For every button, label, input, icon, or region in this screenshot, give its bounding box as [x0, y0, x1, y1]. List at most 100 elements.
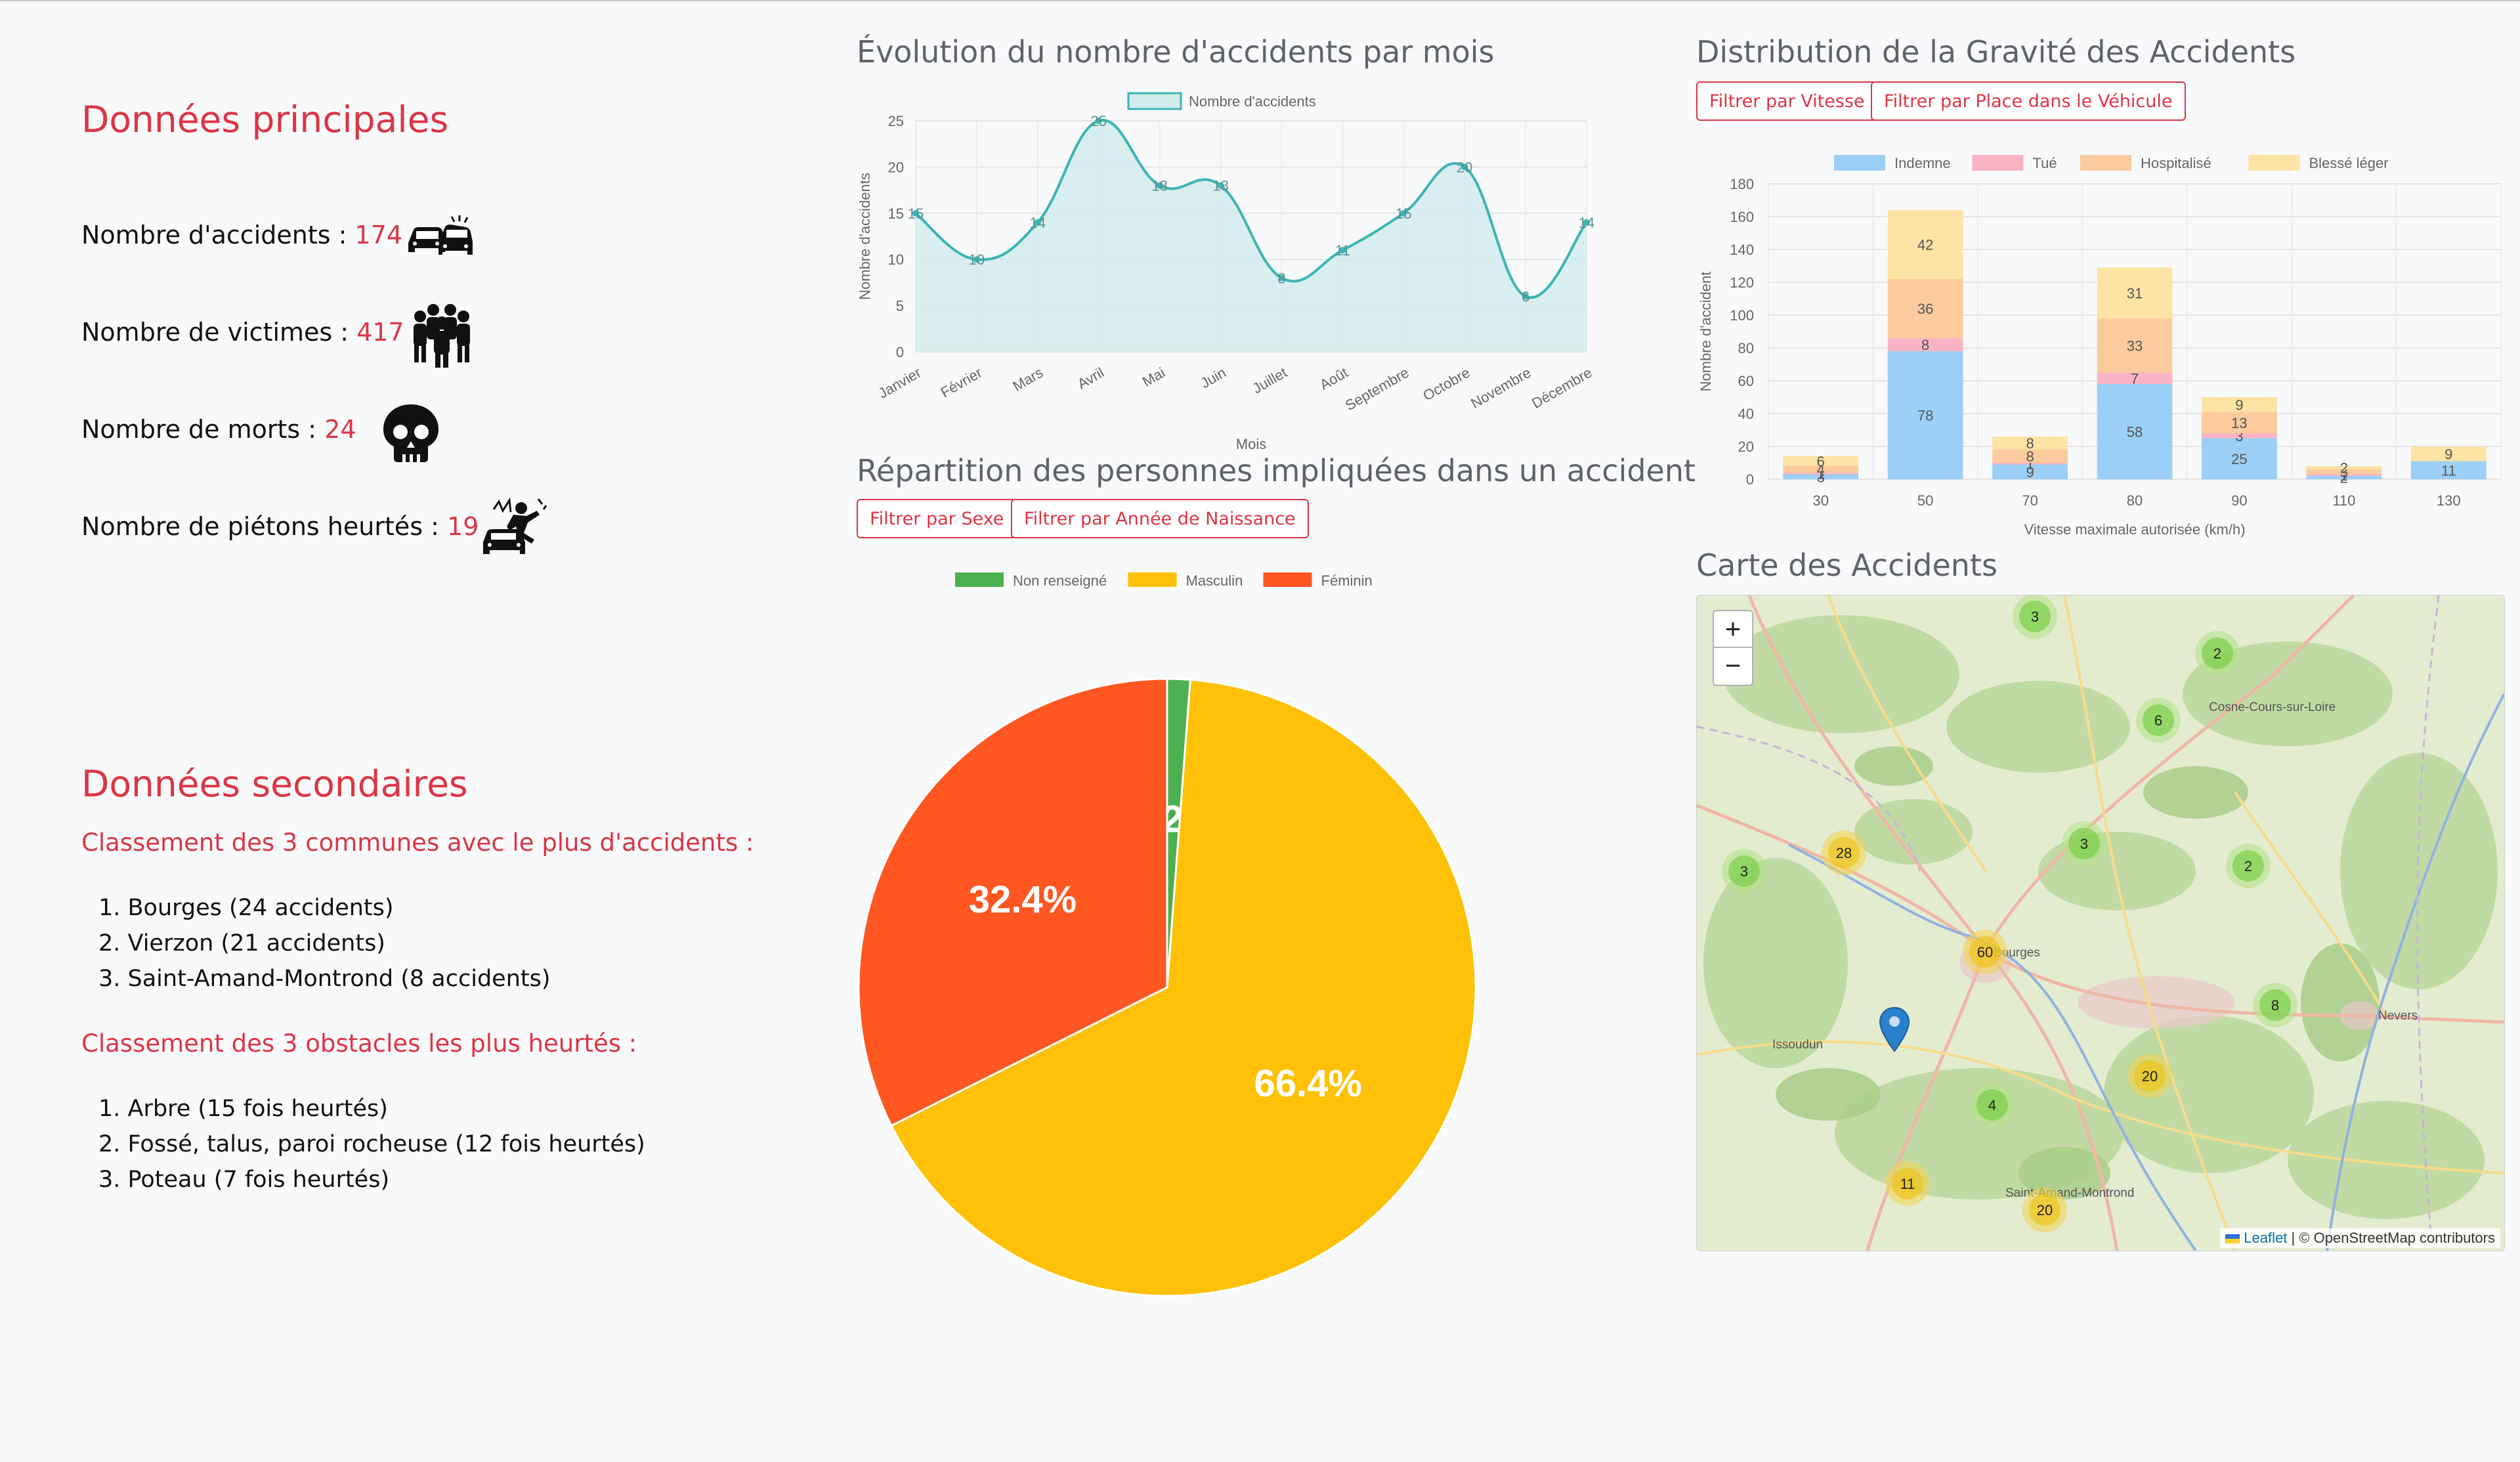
x-tick-label: 70: [2022, 492, 2038, 509]
y-tick-label: 0: [1746, 471, 1754, 488]
cluster-count: 2: [2244, 858, 2252, 874]
bar-segment: [2202, 438, 2277, 479]
data-point: [912, 209, 919, 217]
bar-value-label: 78: [1917, 408, 1933, 424]
pie-slice: [889, 678, 1477, 1297]
stat-label: Nombre de morts :: [81, 415, 325, 444]
bar-value-label: 8: [1921, 337, 1929, 353]
cluster-marker: [2232, 850, 2264, 882]
bar-value-label: 9: [2445, 446, 2452, 462]
bar-segment: [2097, 318, 2173, 373]
bar-value-label: 9: [2026, 464, 2034, 481]
accidents-map[interactable]: Cosne-Cours-sur-Loire Issoudun Nevers Sa…: [1696, 595, 2505, 1251]
bar-value-label: 8: [2026, 448, 2034, 465]
cluster-count: 20: [2142, 1068, 2158, 1085]
slice-label: 32.4%: [969, 878, 1077, 921]
stat-label: Nombre de victimes :: [81, 318, 357, 347]
bar-segment: [1992, 437, 2068, 450]
list-item: 3. Saint-Amand-Montrond (8 accidents): [98, 966, 551, 992]
x-tick-label: Avril: [1075, 364, 1107, 393]
list-item: 1. Arbre (15 fois heurtés): [98, 1096, 388, 1122]
cluster-marker: [2134, 1060, 2166, 1092]
x-tick-label: 110: [2332, 492, 2355, 509]
pie-chart-title: Répartition des personnes impliquées dan…: [857, 453, 1696, 488]
cluster-marker: [2019, 601, 2051, 632]
data-label: 15: [908, 205, 924, 222]
data-point: [1522, 293, 1529, 300]
bar-segment: [2202, 412, 2277, 433]
filter-birth-year-button[interactable]: Filtrer par Année de Naissance: [1011, 499, 1309, 538]
x-tick-label: 30: [1812, 492, 1828, 509]
list-item: 3. Poteau (7 fois heurtés): [98, 1167, 390, 1193]
cluster-count: 3: [2080, 836, 2088, 852]
map-title: Carte des Accidents: [1696, 548, 1997, 583]
y-axis-title: Nombre d'accident: [1698, 272, 1714, 392]
cluster-marker: [1828, 837, 1860, 869]
filter-speed-button[interactable]: Filtrer par Vitesse: [1696, 81, 1878, 121]
zoom-out-button[interactable]: −: [1713, 648, 1753, 686]
line-chart-title: Évolution du nombre d'accidents par mois: [857, 34, 1495, 70]
bar-segment: [1783, 474, 1859, 479]
pedestrian-hit-icon: [483, 497, 547, 554]
x-tick-label: Septembre: [1342, 364, 1412, 414]
bar-value-label: 6: [1817, 454, 1825, 470]
legend-swatch: [1127, 92, 1182, 110]
y-tick-label: 140: [1730, 242, 1754, 258]
bar-segment: [1783, 466, 1859, 473]
legend-swatch: [1128, 572, 1177, 587]
stat-deaths: Nombre de morts : 24: [81, 415, 356, 444]
legend-label: Indemne: [1894, 155, 1951, 171]
bar-value-label: 42: [1917, 237, 1933, 253]
stat-pedestrians: Nombre de piétons heurtés : 19: [81, 512, 479, 541]
stat-value: 417: [356, 318, 404, 347]
bar-segment: [2306, 476, 2382, 479]
zoom-in-button[interactable]: +: [1713, 610, 1753, 648]
bar-segment: [1992, 464, 2068, 479]
bar-segment: [1783, 473, 1859, 475]
leaflet-link[interactable]: Leaflet: [2244, 1230, 2288, 1246]
stat-value: 19: [447, 512, 479, 541]
cluster-count: 2: [2213, 645, 2221, 662]
cluster-count: 3: [2031, 609, 2039, 625]
data-label: 20: [1457, 159, 1472, 175]
data-label: 6: [1522, 289, 1529, 305]
map-attribution: Leaflet | © OpenStreetMap contributors: [2220, 1228, 2500, 1248]
data-label: 25: [1090, 113, 1106, 129]
data-point: [1400, 209, 1407, 217]
bar-segment: [2306, 474, 2382, 476]
x-axis-title: Vitesse maximale autorisée (km/h): [2024, 521, 2245, 538]
filter-sex-button[interactable]: Filtrer par Sexe: [857, 499, 1017, 538]
y-tick-label: 40: [1738, 406, 1754, 422]
obstacles-ranking-title: Classement des 3 obstacles les plus heur…: [81, 1029, 637, 1058]
map-place-label: Cosne-Cours-sur-Loire: [2209, 700, 2336, 714]
legend-swatch: [1834, 155, 1885, 171]
x-tick-label: Janvier: [876, 364, 924, 402]
cluster-count: 8: [2271, 997, 2279, 1014]
cluster-count: 6: [2154, 712, 2162, 729]
cluster-marker: [2259, 989, 2291, 1021]
bar-segment: [2410, 446, 2487, 462]
y-tick-label: 180: [1730, 176, 1754, 192]
filter-seat-button[interactable]: Filtrer par Place dans le Véhicule: [1871, 81, 2186, 121]
cluster-layer[interactable]: 3 2 6 3 2 28 3 60 8 20 4 11 20: [1697, 595, 2504, 1251]
bar-segment: [2097, 372, 2173, 384]
list-item: 2. Fossé, talus, paroi rocheuse (12 fois…: [98, 1131, 645, 1157]
skull-icon: [383, 404, 438, 462]
bar-segment: [2306, 466, 2382, 469]
data-label: 18: [1212, 178, 1228, 194]
cluster-marker: [1892, 1168, 1923, 1199]
map-tiles[interactable]: Cosne-Cours-sur-Loire Issoudun Nevers Sa…: [1697, 595, 2504, 1251]
bar-value-label: 58: [2127, 424, 2143, 441]
x-tick-label: Octobre: [1420, 364, 1472, 404]
map-marker-icon[interactable]: [1879, 1006, 1910, 1052]
data-point: [1034, 219, 1041, 226]
stat-victims: Nombre de victimes : 417: [81, 318, 404, 347]
x-tick-label: Juillet: [1250, 364, 1290, 397]
slice-label: 66.4%: [1254, 1062, 1361, 1105]
y-tick-label: 60: [1738, 373, 1754, 389]
bar-segment: [2306, 469, 2382, 475]
map-place-label: Issoudun: [1772, 1038, 1823, 1052]
data-label: 8: [1277, 270, 1285, 286]
legend-label: Non renseigné: [1013, 572, 1107, 589]
legend-label: Blessé léger: [2309, 155, 2389, 171]
